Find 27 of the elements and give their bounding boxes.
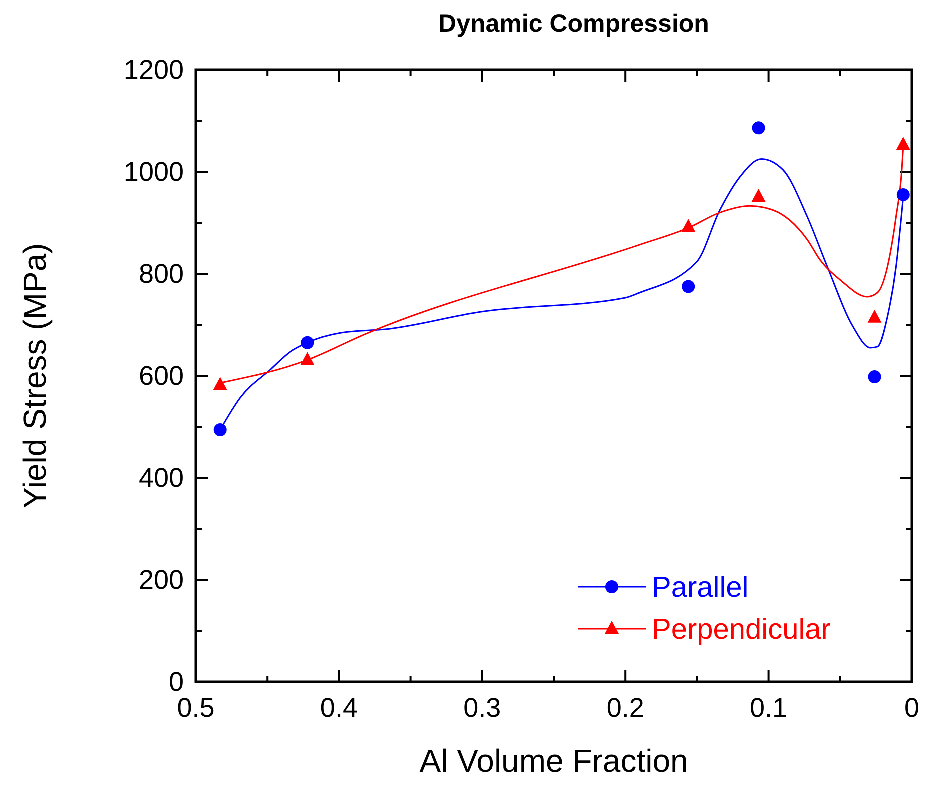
y-tick-label: 800	[138, 259, 184, 289]
point	[752, 188, 766, 202]
point	[214, 424, 227, 437]
point	[896, 136, 910, 150]
point	[213, 377, 228, 390]
y-tick-label: 600	[138, 361, 184, 391]
y-axis-title: Yield Stress (MPa)	[17, 243, 53, 509]
x-axis-title: Al Volume Fraction	[420, 743, 688, 779]
point	[868, 310, 882, 323]
x-tick-label: 0.1	[750, 693, 788, 723]
point	[682, 280, 696, 294]
point	[682, 219, 696, 232]
x-tick-label: 0	[904, 693, 920, 723]
point	[300, 352, 315, 366]
x-tick-label: 0.4	[320, 693, 358, 723]
y-tick-label: 200	[138, 565, 184, 595]
x-tick-label: 0.3	[464, 693, 502, 723]
chart-title: Dynamic Compression	[438, 10, 710, 38]
point	[301, 336, 314, 350]
point	[868, 370, 882, 384]
y-tick-label: 1000	[124, 157, 184, 187]
y-tick-label: 1200	[124, 55, 184, 85]
legend-label: Perpendicular	[652, 614, 832, 646]
point	[896, 188, 910, 202]
x-tick-label: 0.2	[606, 693, 644, 723]
legend-label: Parallel	[652, 572, 749, 604]
y-tick-label: 400	[138, 463, 184, 493]
